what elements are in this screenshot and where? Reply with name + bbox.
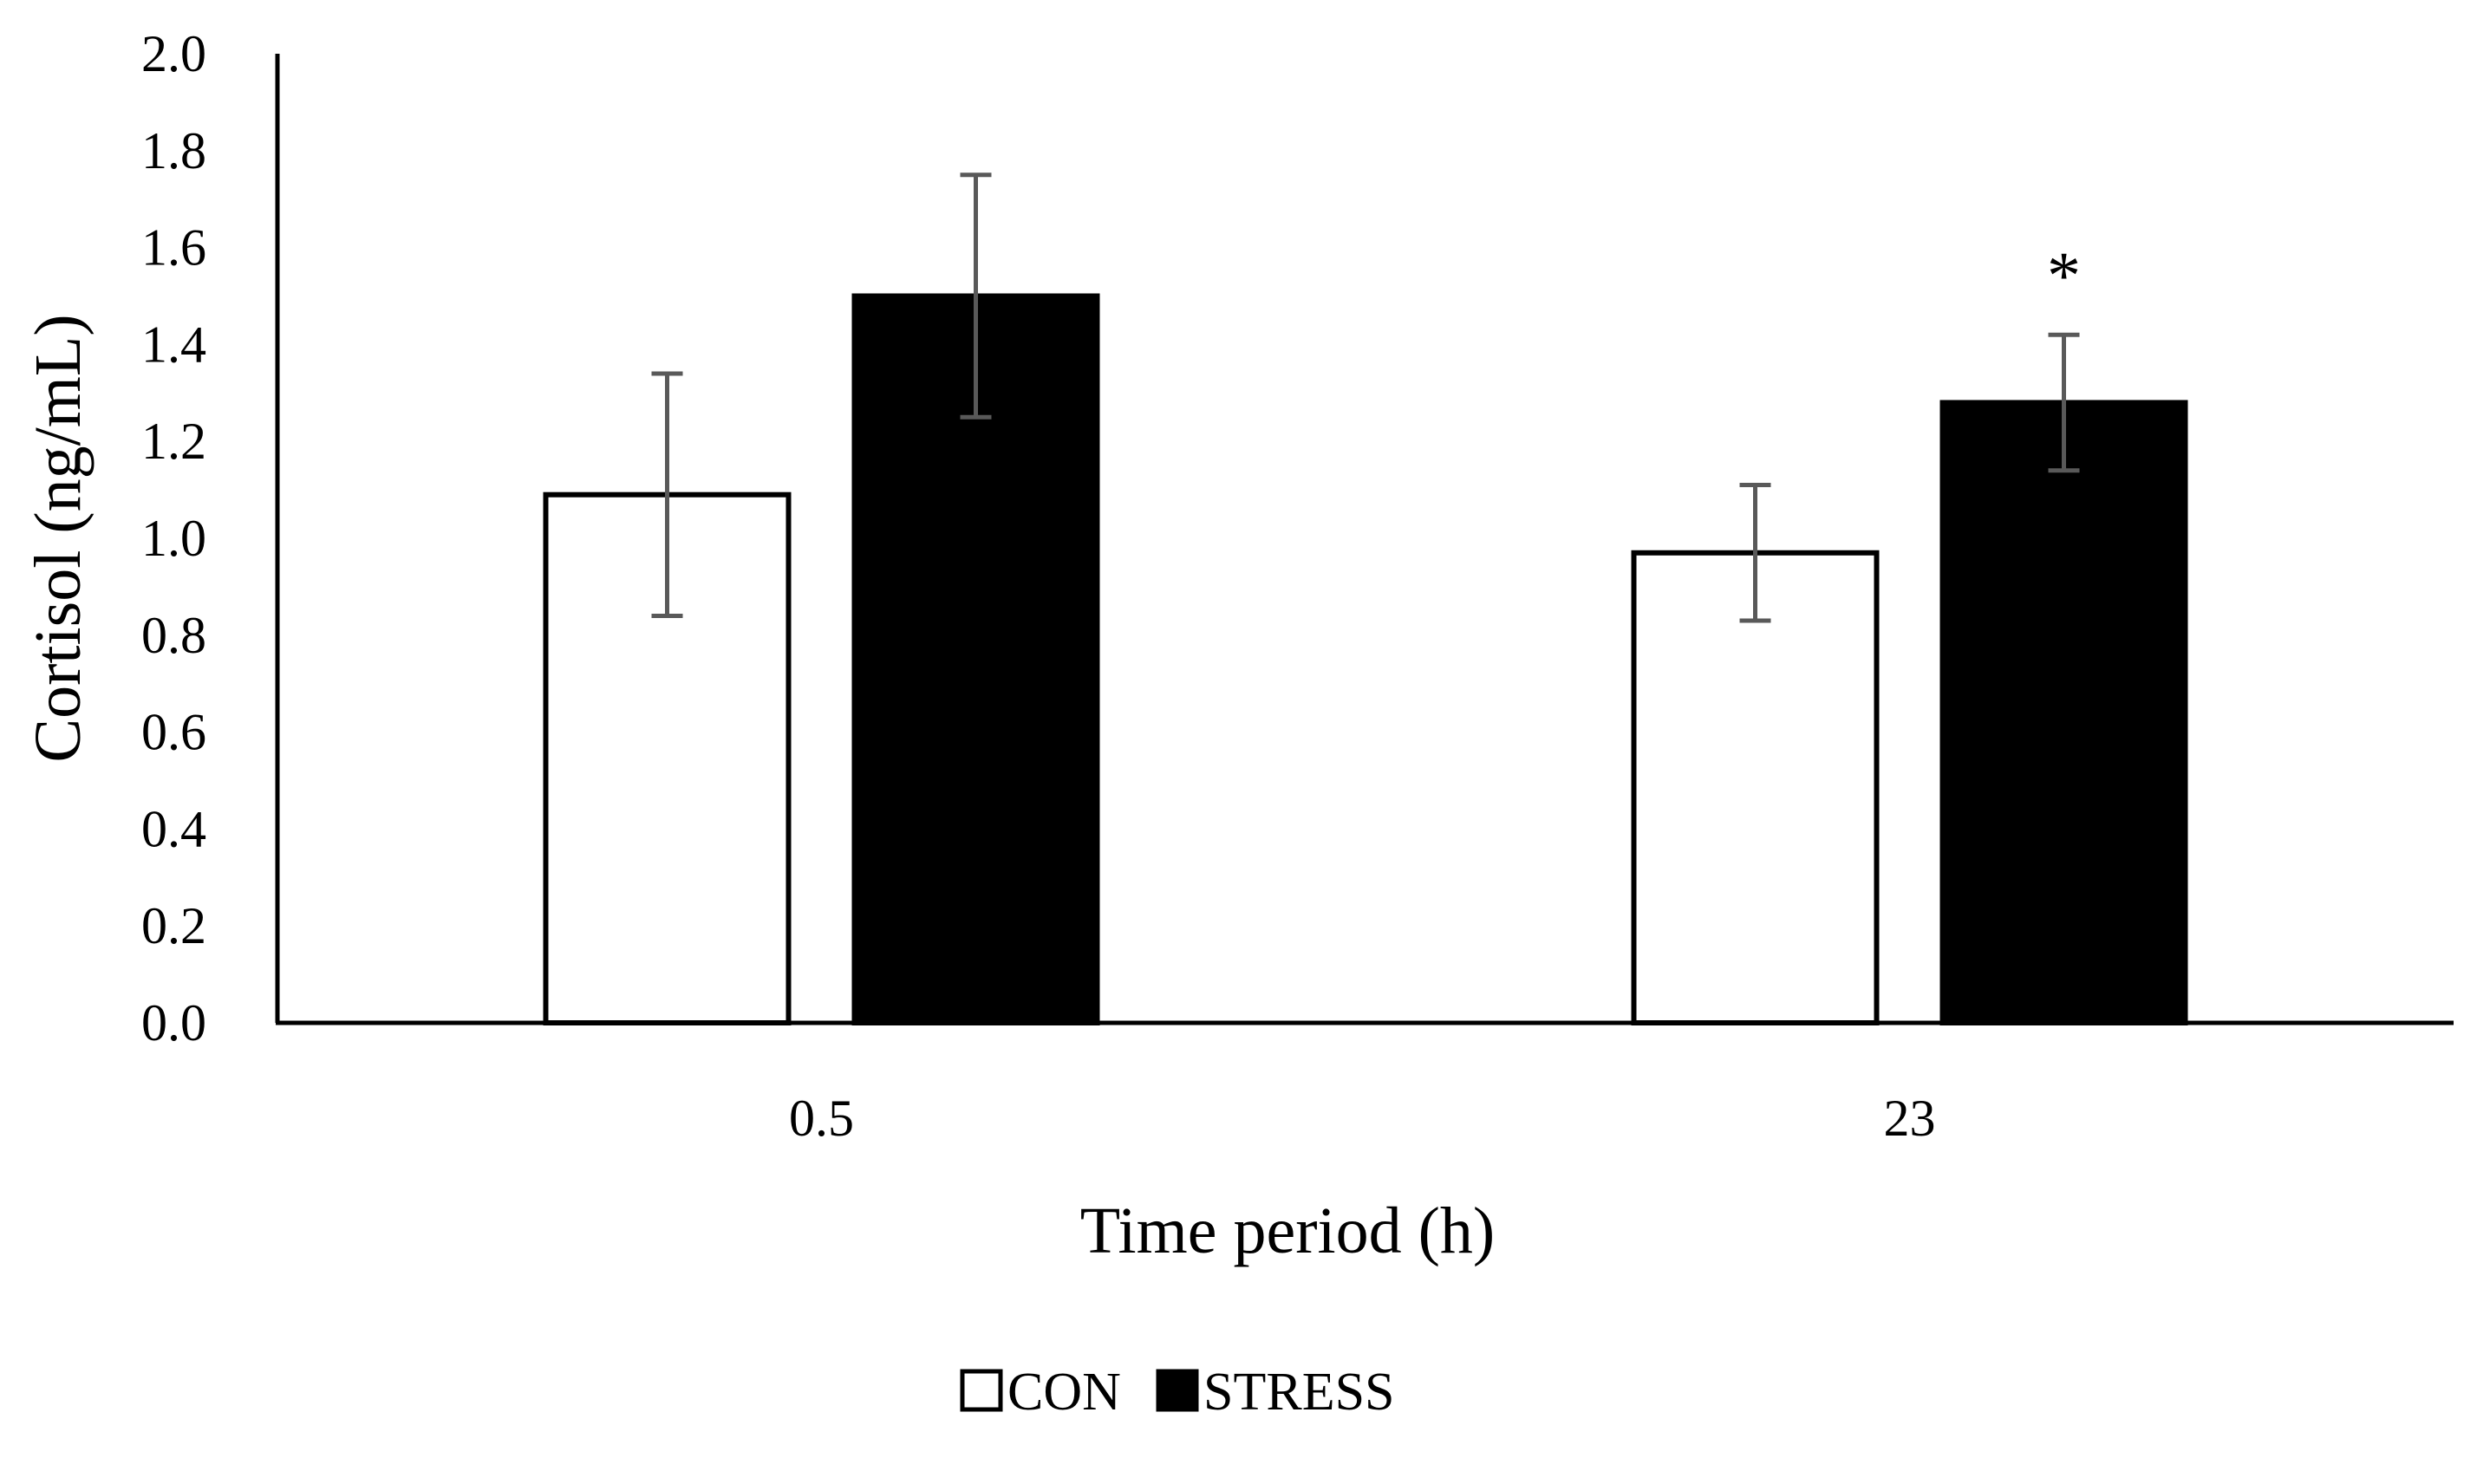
legend-label-con: CON [1007,1363,1121,1422]
labels-layer: 0.5 23 0.0 0.2 0.4 0.6 0.8 1.0 1.2 1.4 1.6 1.8 2.0 Ti… [22,25,2081,1267]
x-tick-label: 0.5 [789,1090,854,1147]
y-tick-label: 1.0 [141,510,206,567]
bar-stress-23 [1939,400,2188,1026]
y-tick-label: 1.2 [141,413,206,470]
y-tick-label: 1.6 [141,219,206,277]
bars-layer [543,293,2188,1026]
y-tick-label: 0.0 [141,994,206,1051]
y-axis-title: Cortisol (ng/mL) [22,314,95,762]
legend-label-stress: STRESS [1203,1363,1395,1422]
y-tick-label: 1.4 [141,316,206,373]
x-axis-title: Time period (h) [1080,1194,1496,1267]
error-bars-layer [651,172,2080,623]
legend: CON STRESS [960,1363,1395,1422]
x-tick-label: 23 [1884,1090,1936,1147]
y-tick-label: 1.8 [141,122,206,179]
axes-layer [275,54,2454,1025]
y-tick-label: 0.4 [141,800,206,857]
legend-swatch-stress [1156,1369,1199,1412]
y-tick-label: 0.8 [141,607,206,664]
bar-con-23 [1631,550,1880,1025]
y-tick-label: 2.0 [141,25,206,82]
y-tick-label: 0.2 [141,897,206,954]
significance-annotation: * [2047,238,2081,313]
y-tick-label: 0.6 [141,704,206,761]
legend-swatch-con [960,1369,1003,1412]
